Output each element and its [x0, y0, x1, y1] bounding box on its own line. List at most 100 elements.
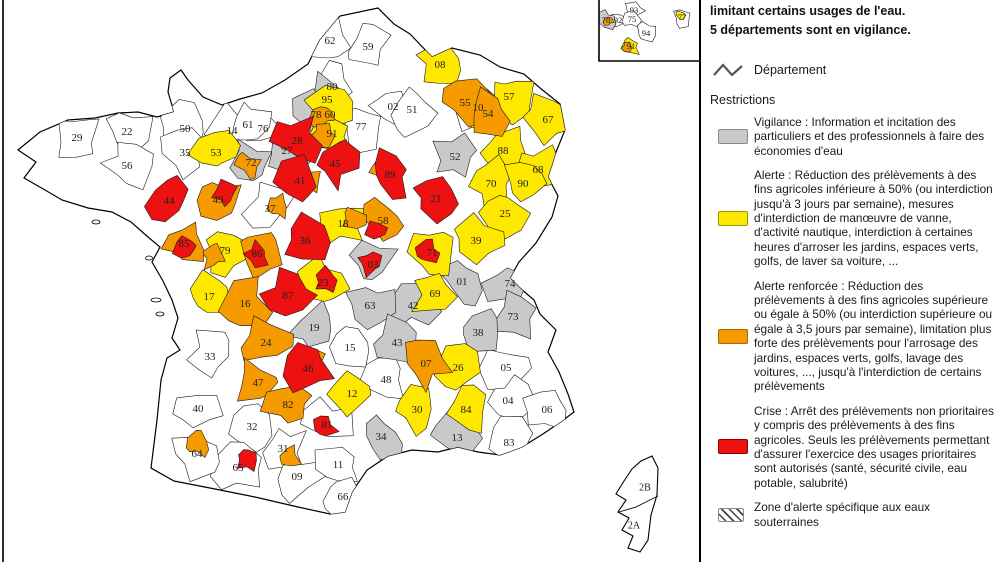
department-label-60: 60	[325, 109, 337, 121]
department-label-26: 26	[453, 362, 465, 374]
department-label-91: 91	[327, 128, 338, 140]
department-label-59: 59	[363, 41, 375, 53]
department-label-22: 22	[122, 126, 133, 138]
department-label-52: 52	[450, 151, 461, 163]
department-label-53: 53	[211, 147, 223, 159]
department-zone-79	[201, 242, 226, 271]
department-zone-31	[279, 444, 303, 466]
department-zone-72	[233, 152, 262, 180]
legend-item-alerte-renforcee: Alerte renforcée : Réduction des prélève…	[710, 279, 994, 394]
department-zone-33	[186, 329, 230, 379]
department-label-03: 03	[368, 259, 380, 271]
department-zone-51	[390, 86, 439, 138]
department-zone-40	[172, 395, 224, 429]
department-zone-69	[411, 273, 458, 312]
department-label-13: 13	[452, 432, 464, 444]
department-label-70: 70	[486, 178, 498, 190]
legend-panel: limitant certains usages de l'eau. 5 dép…	[702, 0, 998, 562]
department-label-45: 45	[330, 158, 342, 170]
department-zone-77	[675, 11, 687, 21]
department-label-35: 35	[180, 147, 192, 159]
department-label-49: 49	[213, 194, 225, 206]
department-label-63: 63	[365, 300, 377, 312]
department-zone-35	[160, 127, 210, 181]
department-label-79: 79	[220, 245, 232, 257]
department-label-43: 43	[392, 337, 404, 349]
department-zone-64	[185, 429, 210, 458]
department-label-95: 95	[322, 94, 334, 106]
department-label-81: 81	[322, 419, 333, 431]
department-label-07: 07	[421, 358, 433, 370]
department-zone-61	[231, 101, 273, 141]
department-label-2A: 2A	[628, 521, 641, 532]
department-label-42: 42	[408, 300, 419, 312]
department-label-89: 89	[385, 169, 397, 181]
department-label-04: 04	[503, 395, 515, 407]
department-zone-90	[504, 162, 548, 203]
department-label-93: 93	[630, 5, 639, 15]
department-label-77: 77	[356, 121, 368, 133]
department-zone-19	[286, 299, 332, 348]
department-zone-84	[445, 384, 487, 434]
department-label-21: 21	[431, 193, 442, 205]
department-label-11: 11	[333, 459, 344, 471]
department-label-74: 74	[505, 278, 517, 290]
department-label-41: 41	[295, 175, 306, 187]
department-zone-41	[272, 154, 317, 203]
department-label-33: 33	[205, 351, 217, 363]
department-label-23: 23	[318, 277, 330, 289]
department-zone-54	[473, 86, 511, 137]
department-label-82: 82	[283, 399, 294, 411]
department-zone-58	[364, 220, 389, 240]
legend-header-line1: limitant certains usages de l'eau.	[710, 4, 906, 18]
department-zone-15	[329, 326, 369, 368]
department-label-08: 08	[435, 59, 447, 71]
crise-text: Crise : Arrêt des prélèvements non prior…	[754, 403, 994, 490]
department-label-09: 09	[292, 471, 304, 483]
department-label-39: 39	[471, 235, 483, 247]
department-zone-81	[313, 415, 340, 437]
department-label-44: 44	[164, 195, 176, 207]
department-label-25: 25	[500, 208, 512, 220]
departement-legend-row: Département	[712, 61, 994, 79]
paris-inset: 93 78 92 75 77 94 91	[598, 0, 700, 62]
department-label-73: 73	[508, 311, 520, 323]
department-zone-85	[172, 235, 197, 258]
department-label-71: 71	[427, 247, 438, 259]
department-zone-82	[259, 385, 313, 424]
department-zone-24	[240, 315, 295, 361]
alerte-swatch	[718, 210, 748, 226]
corsica-labels: 2B 2A	[628, 483, 651, 532]
department-label-01: 01	[457, 276, 468, 288]
department-label-10: 10	[473, 102, 485, 114]
eaux-souterraines-hatched-swatch	[718, 507, 744, 522]
department-label-57: 57	[504, 91, 516, 103]
department-zone-47	[236, 357, 279, 402]
department-label-2B: 2B	[639, 483, 651, 494]
department-label-88: 88	[498, 145, 510, 157]
department-zone-67	[522, 92, 572, 147]
legend-item-vigilance: Vigilance : Information et incitation de…	[710, 115, 994, 158]
department-label-12: 12	[347, 388, 358, 400]
department-zone-38	[463, 308, 498, 352]
department-label-06: 06	[542, 404, 554, 416]
department-zone-29	[58, 118, 100, 158]
department-zone-94	[637, 21, 656, 43]
department-label-77: 77	[678, 12, 687, 22]
corsica-outline	[615, 455, 659, 553]
department-label-55: 55	[460, 97, 472, 109]
department-label-47: 47	[253, 377, 265, 389]
department-zone-23	[315, 264, 338, 293]
department-zone-73	[490, 289, 537, 340]
department-zone-86	[242, 238, 269, 269]
department-zone-91	[620, 41, 633, 53]
department-label-30: 30	[412, 404, 424, 416]
department-label-51: 51	[407, 104, 418, 116]
department-zone-53	[186, 130, 241, 167]
department-label-17: 17	[204, 291, 216, 303]
department-label-15: 15	[345, 342, 357, 354]
department-label-69: 69	[430, 288, 442, 300]
department-zone-63	[345, 287, 397, 331]
department-label-72: 72	[246, 157, 257, 169]
